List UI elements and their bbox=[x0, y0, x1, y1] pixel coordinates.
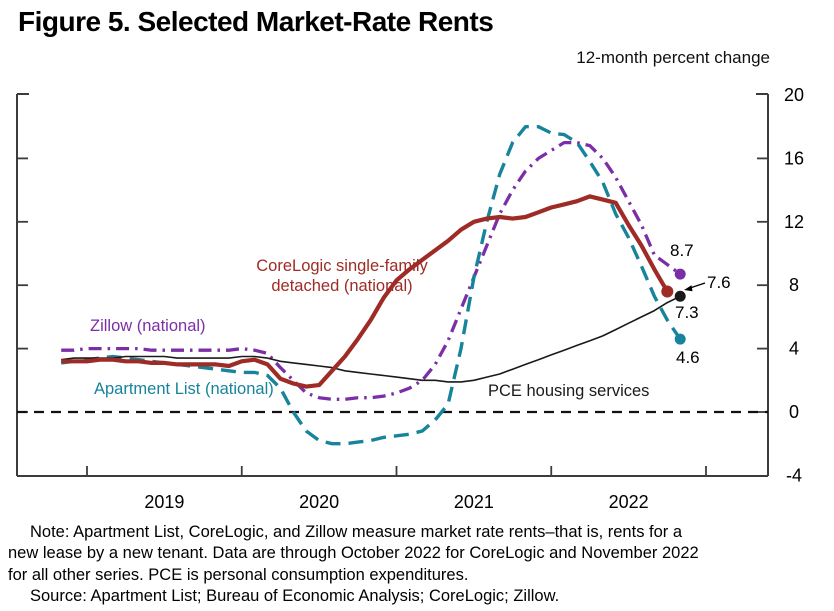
y-axis-caption: 12-month percent change bbox=[576, 48, 770, 67]
annotation-arrow-head bbox=[684, 285, 693, 292]
end-dot-zillow bbox=[674, 268, 686, 280]
end-dot-pce bbox=[674, 290, 686, 302]
series-label-pce: PCE housing services bbox=[488, 382, 650, 400]
y-tick-label: 8 bbox=[789, 275, 799, 295]
x-tick-label-2021: 2021 bbox=[454, 492, 494, 512]
y-tick-label: -4 bbox=[786, 465, 802, 485]
end-dot-apartment-list bbox=[674, 333, 686, 345]
y-tick-label: 12 bbox=[784, 212, 804, 232]
y-tick-label: 0 bbox=[789, 402, 799, 422]
series-line-corelogic bbox=[61, 194, 670, 389]
figure-title: Figure 5. Selected Market-Rate Rents bbox=[18, 6, 494, 37]
end-value-zillow: 8.7 bbox=[670, 241, 694, 260]
y-tick-label: 4 bbox=[789, 339, 799, 359]
x-tick-label-2020: 2020 bbox=[299, 492, 339, 512]
note-line-1: Note: Apartment List, CoreLogic, and Zil… bbox=[30, 523, 683, 541]
annotation-arrow-line bbox=[689, 282, 706, 289]
series-label-apartment-list: Apartment List (national) bbox=[94, 380, 274, 398]
series-line-pce bbox=[61, 295, 681, 383]
series-line-zillow bbox=[61, 140, 682, 401]
end-value-corelogic: 7.6 bbox=[707, 273, 731, 292]
source-line: Source: Apartment List; Bureau of Econom… bbox=[30, 587, 560, 606]
x-tick-label-2022: 2022 bbox=[609, 492, 649, 512]
end-value-apartment-list: 4.6 bbox=[676, 348, 700, 367]
note-line-2: new lease by a new tenant. Data are thro… bbox=[8, 544, 699, 563]
end-dot-corelogic bbox=[661, 285, 674, 298]
rent-chart-canvas: 20 16 12 8 4 0 -4 2019 2020 2021 2022 bbox=[16, 85, 804, 512]
figure-note: Note: Apartment List, CoreLogic, and Zil… bbox=[8, 522, 830, 608]
note-line-3: for all other series. PCE is personal co… bbox=[8, 565, 469, 584]
x-tick-label-2019: 2019 bbox=[144, 492, 184, 512]
y-tick-label: 20 bbox=[784, 85, 804, 105]
end-value-pce: 7.3 bbox=[675, 303, 699, 322]
series-label-zillow: Zillow (national) bbox=[90, 317, 206, 335]
y-tick-label: 16 bbox=[784, 148, 804, 168]
series-label-corelogic: CoreLogic single-family detached (nation… bbox=[256, 257, 428, 296]
